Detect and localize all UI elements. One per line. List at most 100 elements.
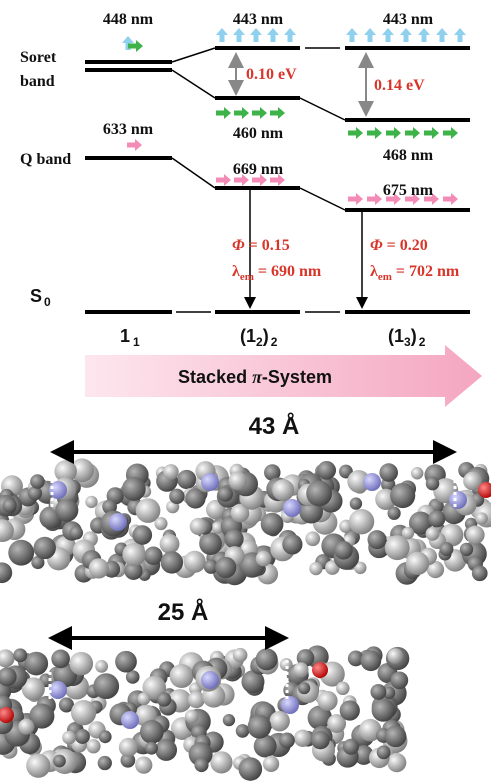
splitting: 0.10 eV <box>246 66 297 83</box>
atom <box>235 724 250 738</box>
atom <box>62 730 76 745</box>
wavelength: 443 nm <box>383 11 434 28</box>
atom <box>387 506 401 520</box>
absorption-arrow <box>443 193 458 205</box>
atom <box>70 458 94 483</box>
connector <box>299 97 346 121</box>
connector <box>171 69 216 99</box>
atom <box>478 482 491 498</box>
text: -System <box>262 367 332 387</box>
absorption-arrow <box>233 28 245 42</box>
atom <box>8 539 35 566</box>
atom <box>255 550 272 567</box>
wavelength: 633 nm <box>103 121 154 138</box>
atom <box>463 471 482 491</box>
atom <box>228 471 248 491</box>
atom <box>70 700 97 726</box>
atom <box>27 486 43 501</box>
atom <box>124 561 143 580</box>
atom <box>185 488 206 509</box>
band-label: Soret <box>20 49 57 66</box>
subscript: 0 <box>44 295 51 309</box>
atom <box>215 556 237 579</box>
molecular-model <box>0 458 491 586</box>
wavelength: 460 nm <box>233 125 284 142</box>
atom <box>327 714 347 733</box>
band-label: Q band <box>20 151 71 168</box>
absorption-arrow <box>386 127 401 139</box>
atom <box>33 536 56 560</box>
atom <box>137 692 151 706</box>
atom <box>425 526 440 541</box>
atom <box>241 670 265 694</box>
absorption-arrow <box>364 28 376 42</box>
distance-label: 25 Å <box>158 598 209 626</box>
absorption-arrow <box>424 193 439 205</box>
atom <box>269 710 290 732</box>
atom <box>144 546 163 565</box>
atom <box>353 745 374 765</box>
absorption-arrow <box>348 127 363 139</box>
atom <box>306 480 333 507</box>
atom <box>298 682 311 695</box>
absorption-arrow <box>424 127 439 139</box>
atom <box>69 526 84 540</box>
emission-wavelength: λem = 690 nm <box>232 263 322 283</box>
atom <box>69 651 94 676</box>
atom <box>24 651 49 676</box>
value: = 0.15 <box>245 237 290 254</box>
absorption-arrow <box>367 193 382 205</box>
atom <box>339 700 360 721</box>
absorption-arrow <box>400 28 412 42</box>
atom <box>120 752 136 768</box>
atom <box>0 667 17 687</box>
subscript: 2 <box>271 335 278 349</box>
atom <box>230 503 250 523</box>
subscript: em <box>378 271 392 283</box>
subscript: 2 <box>419 335 426 349</box>
atom <box>440 523 464 547</box>
atom <box>30 474 45 489</box>
main: ) <box>411 326 417 346</box>
atom <box>31 555 45 570</box>
atom <box>187 691 205 709</box>
connector <box>299 187 346 211</box>
atom <box>334 540 353 560</box>
atom <box>49 481 67 499</box>
atom <box>384 535 410 561</box>
main: S <box>30 286 42 306</box>
value: = 702 nm <box>392 263 460 280</box>
main: (1 <box>240 326 256 346</box>
atom <box>347 469 371 493</box>
atom <box>401 526 415 540</box>
atom <box>371 698 395 722</box>
atom <box>159 533 180 554</box>
atom <box>238 757 263 781</box>
value: = 0.20 <box>383 237 428 254</box>
connector <box>171 157 216 189</box>
atom <box>21 677 45 701</box>
atom <box>203 559 219 574</box>
subscript: 2 <box>256 335 263 349</box>
atom <box>169 664 194 688</box>
atom <box>201 671 219 689</box>
atom <box>121 477 146 501</box>
absorption-arrow <box>405 127 420 139</box>
atom <box>189 517 207 536</box>
wavelength: 468 nm <box>383 147 434 164</box>
absorption-arrow <box>270 107 285 119</box>
atom <box>154 517 168 531</box>
atom <box>2 498 17 513</box>
atom <box>199 532 222 555</box>
atom <box>247 714 272 739</box>
symbol: Φ <box>232 237 245 254</box>
atom <box>169 488 185 505</box>
atom <box>29 703 55 729</box>
atom <box>260 512 284 536</box>
atom <box>425 476 440 491</box>
absorption-arrow <box>270 174 285 186</box>
absorption-arrow <box>216 28 228 42</box>
atom <box>122 542 146 567</box>
atom <box>188 742 213 767</box>
